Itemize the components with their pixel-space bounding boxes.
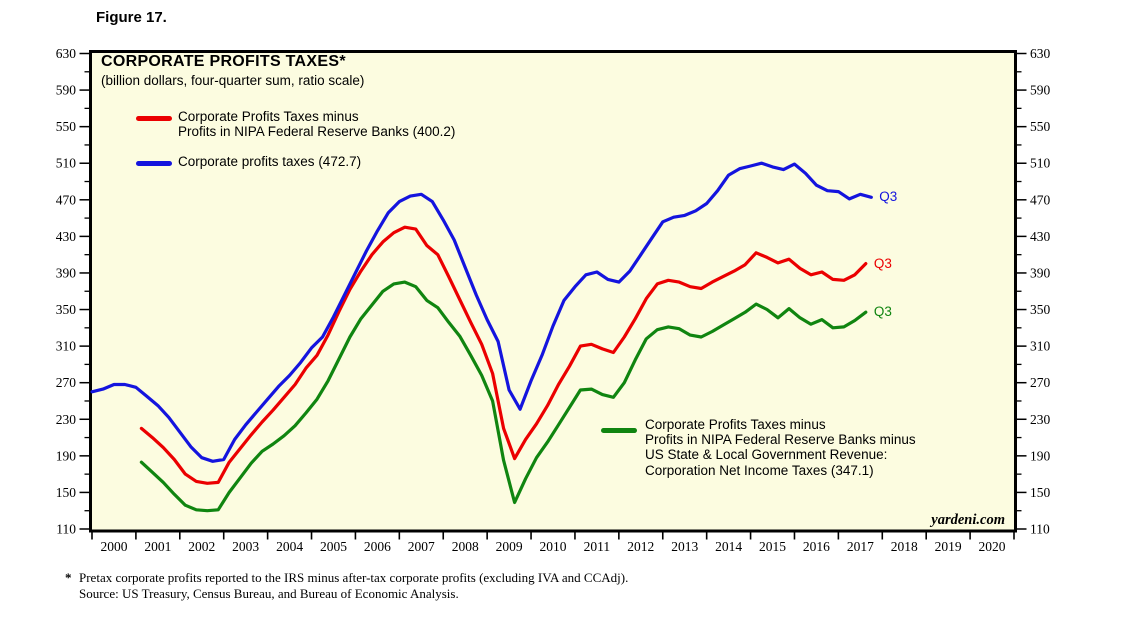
y-axis-label-left: 230 — [56, 412, 77, 427]
chart-subtitle: (billion dollars, four-quarter sum, rati… — [101, 73, 365, 88]
x-axis-year-label: 2016 — [803, 539, 830, 554]
y-axis-label-right: 510 — [1030, 156, 1051, 171]
y-axis-label-right: 430 — [1030, 229, 1051, 244]
chart-title: CORPORATE PROFITS TAXES* — [101, 53, 346, 70]
y-axis-label-right: 590 — [1030, 83, 1051, 98]
q3-marker-red: Q3 — [873, 255, 892, 271]
y-axis-label-right: 310 — [1030, 339, 1051, 354]
y-axis-label-left: 350 — [56, 302, 77, 317]
y-axis-label-left: 270 — [56, 375, 77, 390]
footnote: * Pretax corporate profits reported to t… — [65, 570, 629, 601]
y-axis-label-right: 270 — [1030, 375, 1051, 390]
y-axis-label-right: 150 — [1030, 485, 1051, 500]
q3-marker-green: Q3 — [873, 304, 892, 320]
yardeni-credit: yardeni.com — [931, 512, 1005, 528]
series-line-red — [139, 225, 868, 485]
y-axis-label-left: 110 — [56, 522, 76, 537]
y-axis-label-right: 550 — [1030, 119, 1051, 134]
y-axis-label-right: 230 — [1030, 412, 1051, 427]
x-axis-year-label: 2005 — [320, 539, 347, 554]
x-axis-year-label: 2002 — [188, 539, 215, 554]
x-axis-year-label: 2012 — [627, 539, 654, 554]
legend-green-line1: Corporate Profits Taxes minus — [645, 417, 826, 432]
blue-line-swatch-icon — [136, 161, 172, 166]
x-axis-year-label: 2004 — [276, 539, 303, 554]
x-axis-year-label: 2003 — [232, 539, 259, 554]
x-axis-year-label: 2019 — [935, 539, 962, 554]
x-axis-year-label: 2014 — [715, 539, 742, 554]
x-axis-year-label: 2017 — [847, 539, 874, 554]
figure-label: Figure 17. — [96, 9, 167, 26]
series-line-green — [139, 280, 868, 513]
x-axis-year-label: 2020 — [979, 539, 1006, 554]
series-line-blue — [90, 161, 873, 463]
y-axis-label-left: 150 — [56, 485, 77, 500]
green-line-swatch-icon — [601, 428, 637, 433]
legend-red-line2: Profits in NIPA Federal Reserve Banks (4… — [178, 124, 456, 140]
legend-red: Corporate Profits Taxes minus Profits in… — [178, 109, 455, 139]
q3-marker-blue: Q3 — [879, 189, 898, 205]
footnote-asterisk: * — [65, 570, 72, 585]
x-axis-year-label: 2011 — [584, 539, 611, 554]
x-axis-year-label: 2010 — [540, 539, 567, 554]
y-axis-label-left: 190 — [56, 448, 77, 463]
legend-green-line3: US State & Local Government Revenue: — [645, 447, 888, 463]
y-axis-label-left: 590 — [56, 83, 77, 98]
y-axis-label-right: 630 — [1030, 46, 1051, 61]
x-axis-year-label: 2009 — [496, 539, 523, 554]
legend-green-line4: Corporation Net Income Taxes (347.1) — [645, 462, 874, 478]
y-axes: 630 630 590 590 550 550 510 510 470 470 430 430 390 3… — [56, 46, 1051, 537]
y-axis-label-left: 470 — [56, 192, 77, 207]
y-axis-label-left: 390 — [56, 265, 77, 280]
y-axis-label-left: 510 — [56, 156, 77, 171]
x-axis-year-label: 2015 — [759, 539, 786, 554]
x-axis-year-label: 2007 — [408, 539, 435, 554]
x-axis-year-label: 2018 — [891, 539, 918, 554]
x-axis-year-label: 2006 — [364, 539, 391, 554]
legend-red-line1: Corporate Profits Taxes minus — [178, 109, 359, 124]
x-axis-year-label: 2013 — [671, 539, 698, 554]
legend-blue-line1: Corporate profits taxes (472.7) — [178, 154, 362, 169]
x-axis-year-label: 2000 — [100, 539, 127, 554]
y-axis-label-left: 550 — [56, 119, 77, 134]
y-axis-label-right: 190 — [1030, 448, 1051, 463]
footnote-line1: Pretax corporate profits reported to the… — [79, 570, 629, 585]
x-axis-year-label: 2001 — [144, 539, 171, 554]
y-axis-label-right: 350 — [1030, 302, 1051, 317]
y-axis-label-left: 430 — [56, 229, 77, 244]
legend-blue: Corporate profits taxes (472.7) — [178, 154, 361, 169]
y-axis-label-left: 630 — [56, 46, 77, 61]
y-axis-label-left: 310 — [56, 339, 77, 354]
y-axis-label-right: 470 — [1030, 192, 1051, 207]
footnote-line2: Source: US Treasury, Census Bureau, and … — [79, 585, 459, 601]
legend-green: Corporate Profits Taxes minus Profits in… — [645, 417, 916, 478]
x-axis: 2000 2001 2002 2003 2004 2005 2006 2007 2008 2009… — [91, 531, 1015, 554]
legend-green-line2: Profits in NIPA Federal Reserve Banks mi… — [645, 432, 916, 448]
y-axis-label-right: 110 — [1030, 522, 1050, 537]
y-axis-label-right: 390 — [1030, 265, 1051, 280]
x-axis-year-label: 2008 — [452, 539, 479, 554]
red-line-swatch-icon — [136, 116, 172, 121]
